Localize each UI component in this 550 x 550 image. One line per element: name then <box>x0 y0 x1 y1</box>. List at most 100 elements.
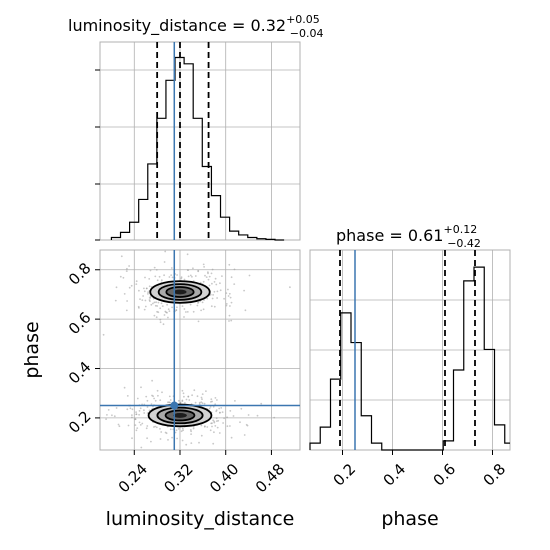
phase-hist-grid <box>310 250 510 450</box>
density-ytick-label-1: 0.4 <box>65 358 95 388</box>
scatter-point-244 <box>167 316 169 319</box>
scatter-point-406 <box>194 401 197 404</box>
scatter-point-492 <box>200 434 203 437</box>
scatter-point-131 <box>211 297 214 300</box>
scatter-point-439 <box>198 401 201 404</box>
scatter-point-453 <box>188 399 191 401</box>
phase-title-upper: +0.12 <box>443 223 477 236</box>
scatter-point-567 <box>182 429 185 432</box>
density-xtick-label-0: 0.24 <box>115 460 151 496</box>
density-mode-1-contour-1 <box>156 406 204 425</box>
scatter-point-582 <box>117 423 120 426</box>
scatter-point-349 <box>157 394 159 397</box>
scatter-point-564 <box>135 429 138 432</box>
lum-title-lower: −0.04 <box>290 27 324 40</box>
scatter-point-362 <box>134 424 137 426</box>
scatter-point-337 <box>196 395 199 398</box>
scatter-point-104 <box>203 266 206 268</box>
scatter-point-501 <box>185 398 188 401</box>
scatter-point-155 <box>219 289 222 292</box>
scatter-point-371 <box>220 407 223 409</box>
scatter-point-293 <box>180 276 183 279</box>
scatter-point-60 <box>225 303 228 305</box>
scatter-point-81 <box>176 274 179 276</box>
phase-hist-step-line <box>309 266 510 451</box>
density-mode-1-contour-2 <box>164 409 196 422</box>
scatter-point-522 <box>141 422 144 425</box>
density-ytick-label-3: 0.8 <box>65 259 95 289</box>
phase-hist-x-tick-labels: 0.2 0.4 0.6 0.8 <box>330 450 509 490</box>
scatter-point-270 <box>213 281 216 283</box>
scatter-point-595 <box>148 409 151 412</box>
scatter-point-615 <box>146 399 149 402</box>
scatter-point-518 <box>208 407 211 410</box>
scatter-point-561 <box>229 425 231 427</box>
scatter-point-496 <box>106 414 108 416</box>
scatter-point-186 <box>160 302 163 305</box>
scatter-point-378 <box>126 395 129 397</box>
scatter-point-38 <box>167 308 170 311</box>
scatter-point-226 <box>143 290 146 293</box>
scatter-point-327 <box>127 424 130 427</box>
scatter-point-259 <box>204 274 206 277</box>
scatter-point-544 <box>140 446 143 449</box>
scatter-point-606 <box>190 442 193 444</box>
scatter-point-548 <box>213 431 215 434</box>
scatter-point-574 <box>177 428 180 430</box>
scatter-point-214 <box>153 314 156 317</box>
scatter-point-632 <box>131 437 133 440</box>
scatter-point-210 <box>163 314 166 316</box>
scatter-point-482 <box>139 424 142 426</box>
scatter-point-53 <box>228 263 231 266</box>
scatter-point-159 <box>186 269 189 271</box>
scatter-point-156 <box>183 278 186 281</box>
scatter-point-14 <box>171 306 174 309</box>
scatter-point-100 <box>160 279 163 282</box>
scatter-point-229 <box>216 297 219 299</box>
scatter-point-187 <box>159 321 162 324</box>
scatter-point-310 <box>233 283 236 285</box>
scatter-point-613 <box>193 389 196 392</box>
scatter-point-429 <box>180 430 183 433</box>
scatter-point-387 <box>168 395 171 398</box>
scatter-point-32 <box>186 311 189 313</box>
scatter-point-475 <box>136 397 139 400</box>
scatter-point-98 <box>244 309 247 312</box>
scatter-point-587 <box>187 395 190 398</box>
scatter-point-449 <box>226 425 229 428</box>
lum-hist-grid <box>100 42 300 240</box>
phase-vs-lum-panel: 0.24 0.32 0.40 0.48 0.2 0.4 0.6 0.8 luminosity… <box>21 249 301 530</box>
scatter-point-444 <box>152 395 155 398</box>
scatter-point-432 <box>183 395 185 398</box>
scatter-point-365 <box>181 389 184 392</box>
scatter-point-54 <box>205 276 208 278</box>
scatter-point-442 <box>239 421 241 424</box>
scatter-point-393 <box>206 426 209 428</box>
density-x-tick-labels: 0.24 0.32 0.40 0.48 <box>115 450 288 496</box>
density-frame <box>99 249 301 451</box>
phase-title-lower: −0.42 <box>447 237 481 250</box>
scatter-point-609 <box>146 425 149 427</box>
lum-hist-quantile-lines <box>156 42 210 240</box>
scatter-point-280 <box>176 306 178 309</box>
scatter-point-487 <box>212 419 215 422</box>
scatter-point-363 <box>215 417 218 420</box>
density-mode-0-contour-1 <box>157 283 203 301</box>
scatter-point-0 <box>289 286 291 289</box>
lum-hist-title: luminosity_distance = 0.32+0.05 −0.04 <box>68 13 324 40</box>
density-xtick-label-3: 0.48 <box>252 460 288 496</box>
scatter-point-4 <box>201 301 204 304</box>
scatter-point-579 <box>105 418 107 420</box>
scatter-point-125 <box>144 299 147 302</box>
scatter-point-289 <box>209 293 212 296</box>
phase-hist-xtick-label-1: 0.4 <box>380 460 410 490</box>
scatter-point-304 <box>153 266 156 269</box>
scatter-point-231 <box>155 316 158 319</box>
density-ytick-label-2: 0.6 <box>65 309 95 339</box>
scatter-point-5 <box>183 316 185 318</box>
scatter-point-320 <box>201 393 204 395</box>
scatter-point-194 <box>114 299 117 302</box>
scatter-point-394 <box>218 407 221 410</box>
scatter-point-321 <box>212 442 215 445</box>
scatter-point-358 <box>153 397 156 400</box>
